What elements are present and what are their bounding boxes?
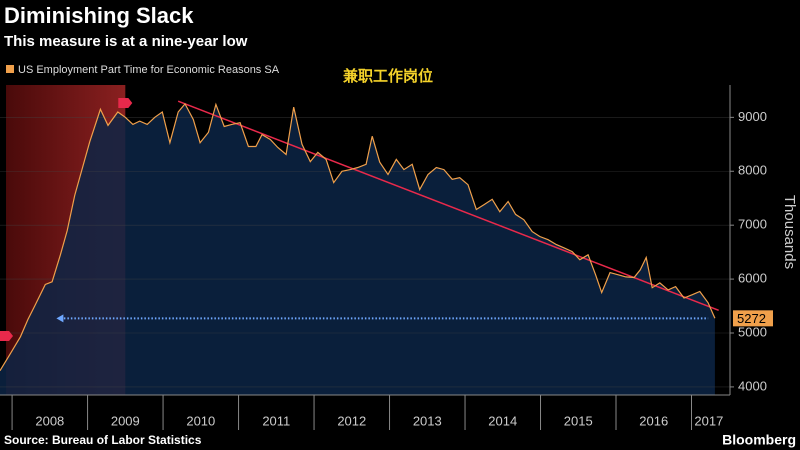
- x-tick-label: 2016: [639, 413, 668, 428]
- legend-label: US Employment Part Time for Economic Rea…: [18, 64, 280, 76]
- last-value-label: 5272: [737, 311, 766, 326]
- x-tick-label: 2010: [186, 413, 215, 428]
- y-tick-label: 9000: [738, 109, 767, 124]
- annotation: 兼职工作岗位: [343, 67, 433, 85]
- x-tick-label: 2013: [413, 413, 442, 428]
- y-tick-label: 8000: [738, 163, 767, 178]
- y-tick-label: 4000: [738, 378, 767, 393]
- y-tick-label: 5000: [738, 324, 767, 339]
- x-tick-label: 2017: [694, 413, 723, 428]
- x-tick-label: 2014: [488, 413, 517, 428]
- x-tick-label: 2015: [564, 413, 593, 428]
- legend-swatch: [6, 65, 14, 73]
- x-tick-label: 2011: [262, 413, 290, 428]
- x-tick-label: 2009: [111, 413, 140, 428]
- last-value-box: [733, 310, 773, 327]
- x-tick-label: 2012: [337, 413, 366, 428]
- line: [0, 102, 716, 372]
- x-tick-label: 2008: [35, 413, 64, 428]
- area: [0, 103, 715, 396]
- recession-marker: [118, 98, 133, 108]
- trend-line: [177, 100, 719, 312]
- chart-title: Diminishing Slack: [4, 3, 194, 28]
- y-axis-label: Thousands: [781, 195, 798, 269]
- y-tick-label: 7000: [738, 217, 767, 232]
- source: Source: Bureau of Labor Statistics: [4, 433, 202, 447]
- arrow-head: [56, 314, 64, 323]
- y-tick-label: 6000: [738, 271, 767, 286]
- brand: Bloomberg: [722, 432, 796, 448]
- recession-marker: [0, 331, 14, 341]
- plot-area: 4000 5000 6000 7000 8000 9000 2008 2009 2010 2011…: [0, 85, 773, 430]
- chart-subtitle: This measure is at a nine-year low: [4, 33, 248, 50]
